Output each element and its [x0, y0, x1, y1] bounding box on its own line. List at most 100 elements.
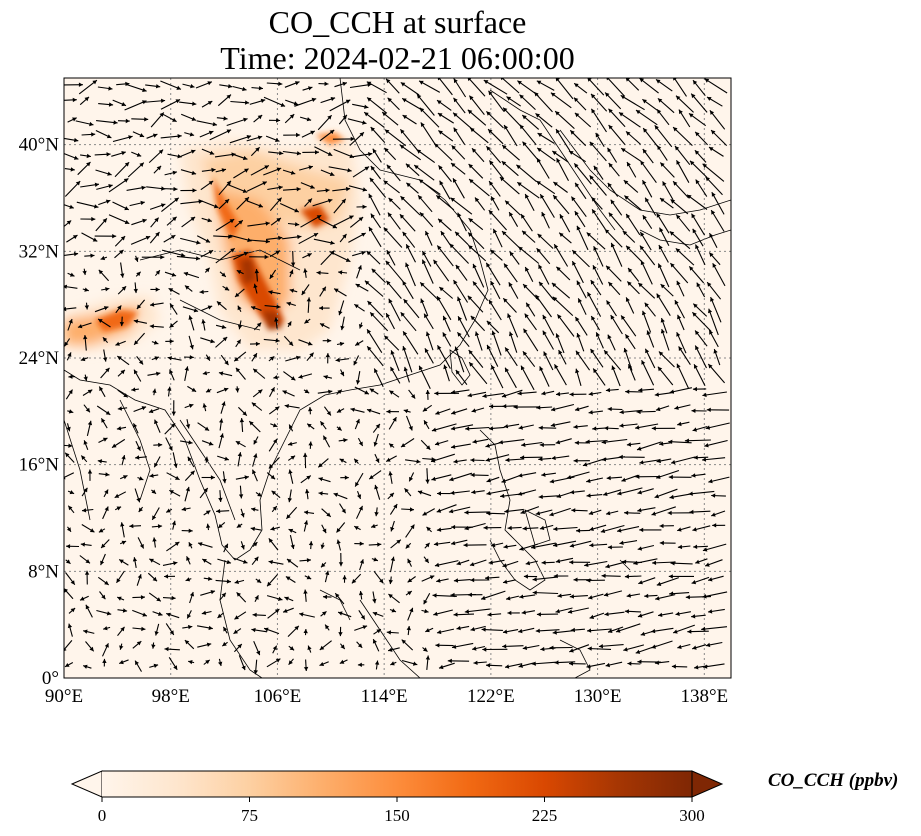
wind-arrow-shaft [488, 90, 505, 112]
wind-arrow-head [375, 458, 380, 463]
wind-arrow-head [359, 132, 364, 137]
wind-arrow-head [570, 130, 575, 135]
wind-arrow-head [251, 507, 256, 512]
wind-arrow-head [419, 80, 424, 85]
colorbar-tick-label: 225 [532, 806, 558, 825]
wind-arrow-head [268, 560, 273, 565]
wind-arrow-head [113, 120, 118, 125]
wind-arrow-head [157, 524, 163, 529]
wind-arrow-head [173, 665, 178, 670]
wind-arrow-head [504, 263, 509, 268]
wind-arrow-shaft [707, 363, 726, 384]
wind-arrow-head [306, 117, 312, 122]
wind-arrow-head [603, 491, 608, 496]
wind-arrow-head [555, 558, 561, 564]
wind-arrow-head [559, 214, 564, 219]
wind-arrow-head [539, 525, 545, 530]
wind-arrow-head [120, 369, 125, 375]
wind-arrow-head [575, 407, 580, 412]
wind-arrow-head [576, 528, 581, 533]
wind-arrow-head [72, 117, 77, 122]
wind-arrow-head [223, 626, 228, 632]
wind-arrow-head [635, 425, 640, 430]
wind-arrow-head [384, 129, 390, 134]
wind-arrow-head [265, 221, 270, 226]
wind-arrow-head [668, 439, 673, 444]
wind-arrow-head [687, 194, 692, 199]
wind-arrow-head [451, 410, 456, 415]
wind-arrow-head [244, 475, 249, 480]
wind-arrow-shaft [705, 176, 723, 196]
wind-arrow-head [121, 455, 126, 460]
wind-arrow-shaft [587, 78, 605, 96]
wind-arrow-head [435, 410, 440, 415]
wind-arrow-head [424, 313, 428, 319]
wind-arrow-head [308, 407, 313, 412]
wind-arrow-head [467, 393, 472, 398]
wind-arrow-head [240, 512, 245, 518]
wind-arrow-head [138, 507, 143, 512]
wind-arrow-head [637, 508, 642, 513]
wind-arrow-head [488, 210, 494, 215]
wind-arrow-head [417, 490, 423, 495]
wind-arrow-head [486, 344, 491, 350]
wind-arrow-head [656, 474, 661, 479]
wind-arrow-head [390, 556, 395, 561]
wind-arrow-head [420, 298, 425, 304]
wind-arrow-head [81, 455, 86, 460]
wind-arrow-shaft [651, 506, 676, 516]
wind-arrow-head [519, 594, 524, 599]
wind-arrow-head [226, 129, 232, 134]
wind-arrow-head [469, 179, 474, 184]
wind-arrow-head [184, 640, 190, 645]
wind-arrow-head [695, 131, 700, 137]
wind-arrow-head [238, 220, 243, 225]
wind-arrow-head [605, 564, 610, 569]
wind-arrow-head [154, 217, 159, 223]
wind-arrow-head [284, 596, 289, 601]
wind-arrow-head [80, 357, 86, 362]
wind-arrow-head [670, 199, 676, 204]
wind-arrow-head [436, 508, 442, 513]
wind-arrow-head [139, 544, 144, 549]
wind-arrow-head [243, 117, 248, 122]
wind-arrow-head [154, 631, 159, 636]
wind-arrow-head [627, 162, 631, 167]
wind-arrow-shaft [702, 391, 727, 397]
wind-arrow-shaft [488, 299, 502, 321]
wind-arrow-head [588, 410, 593, 415]
wind-arrow-head [434, 391, 439, 396]
wind-arrow-head [371, 268, 376, 274]
wind-arrow-head [362, 204, 367, 209]
wind-arrow-head [192, 101, 197, 106]
wind-arrow-head [384, 335, 389, 340]
wind-arrow-head [289, 288, 295, 293]
wind-arrow-head [451, 541, 456, 546]
wind-arrow-head [289, 646, 295, 651]
wind-arrow-head [338, 310, 343, 316]
wind-arrow-head [671, 460, 676, 465]
wind-arrow-head [587, 292, 592, 297]
wind-arrow-shaft [610, 242, 623, 267]
wind-arrow-head [159, 112, 164, 117]
wind-arrow-head [656, 406, 661, 412]
wind-arrow-head [286, 514, 291, 519]
wind-arrow-head [235, 441, 241, 446]
wind-arrow-head [359, 559, 364, 564]
wind-arrow-head [687, 629, 692, 634]
wind-arrow-head [257, 492, 262, 497]
wind-arrow-head [621, 315, 626, 320]
wind-arrow-head [605, 229, 610, 234]
wind-arrow-head [196, 240, 201, 245]
wind-arrow-head [66, 544, 71, 549]
wind-arrow-head [693, 544, 698, 549]
wind-arrow-head [393, 504, 398, 509]
wind-arrow-shaft [669, 230, 691, 250]
wind-arrow-head [434, 143, 439, 148]
wind-arrow-head [589, 614, 595, 619]
wind-arrow-head [108, 86, 113, 91]
wind-arrow-head [221, 272, 226, 277]
wind-arrow-head [489, 404, 494, 409]
wind-arrow-head [569, 560, 574, 565]
wind-arrow-head [692, 386, 697, 392]
